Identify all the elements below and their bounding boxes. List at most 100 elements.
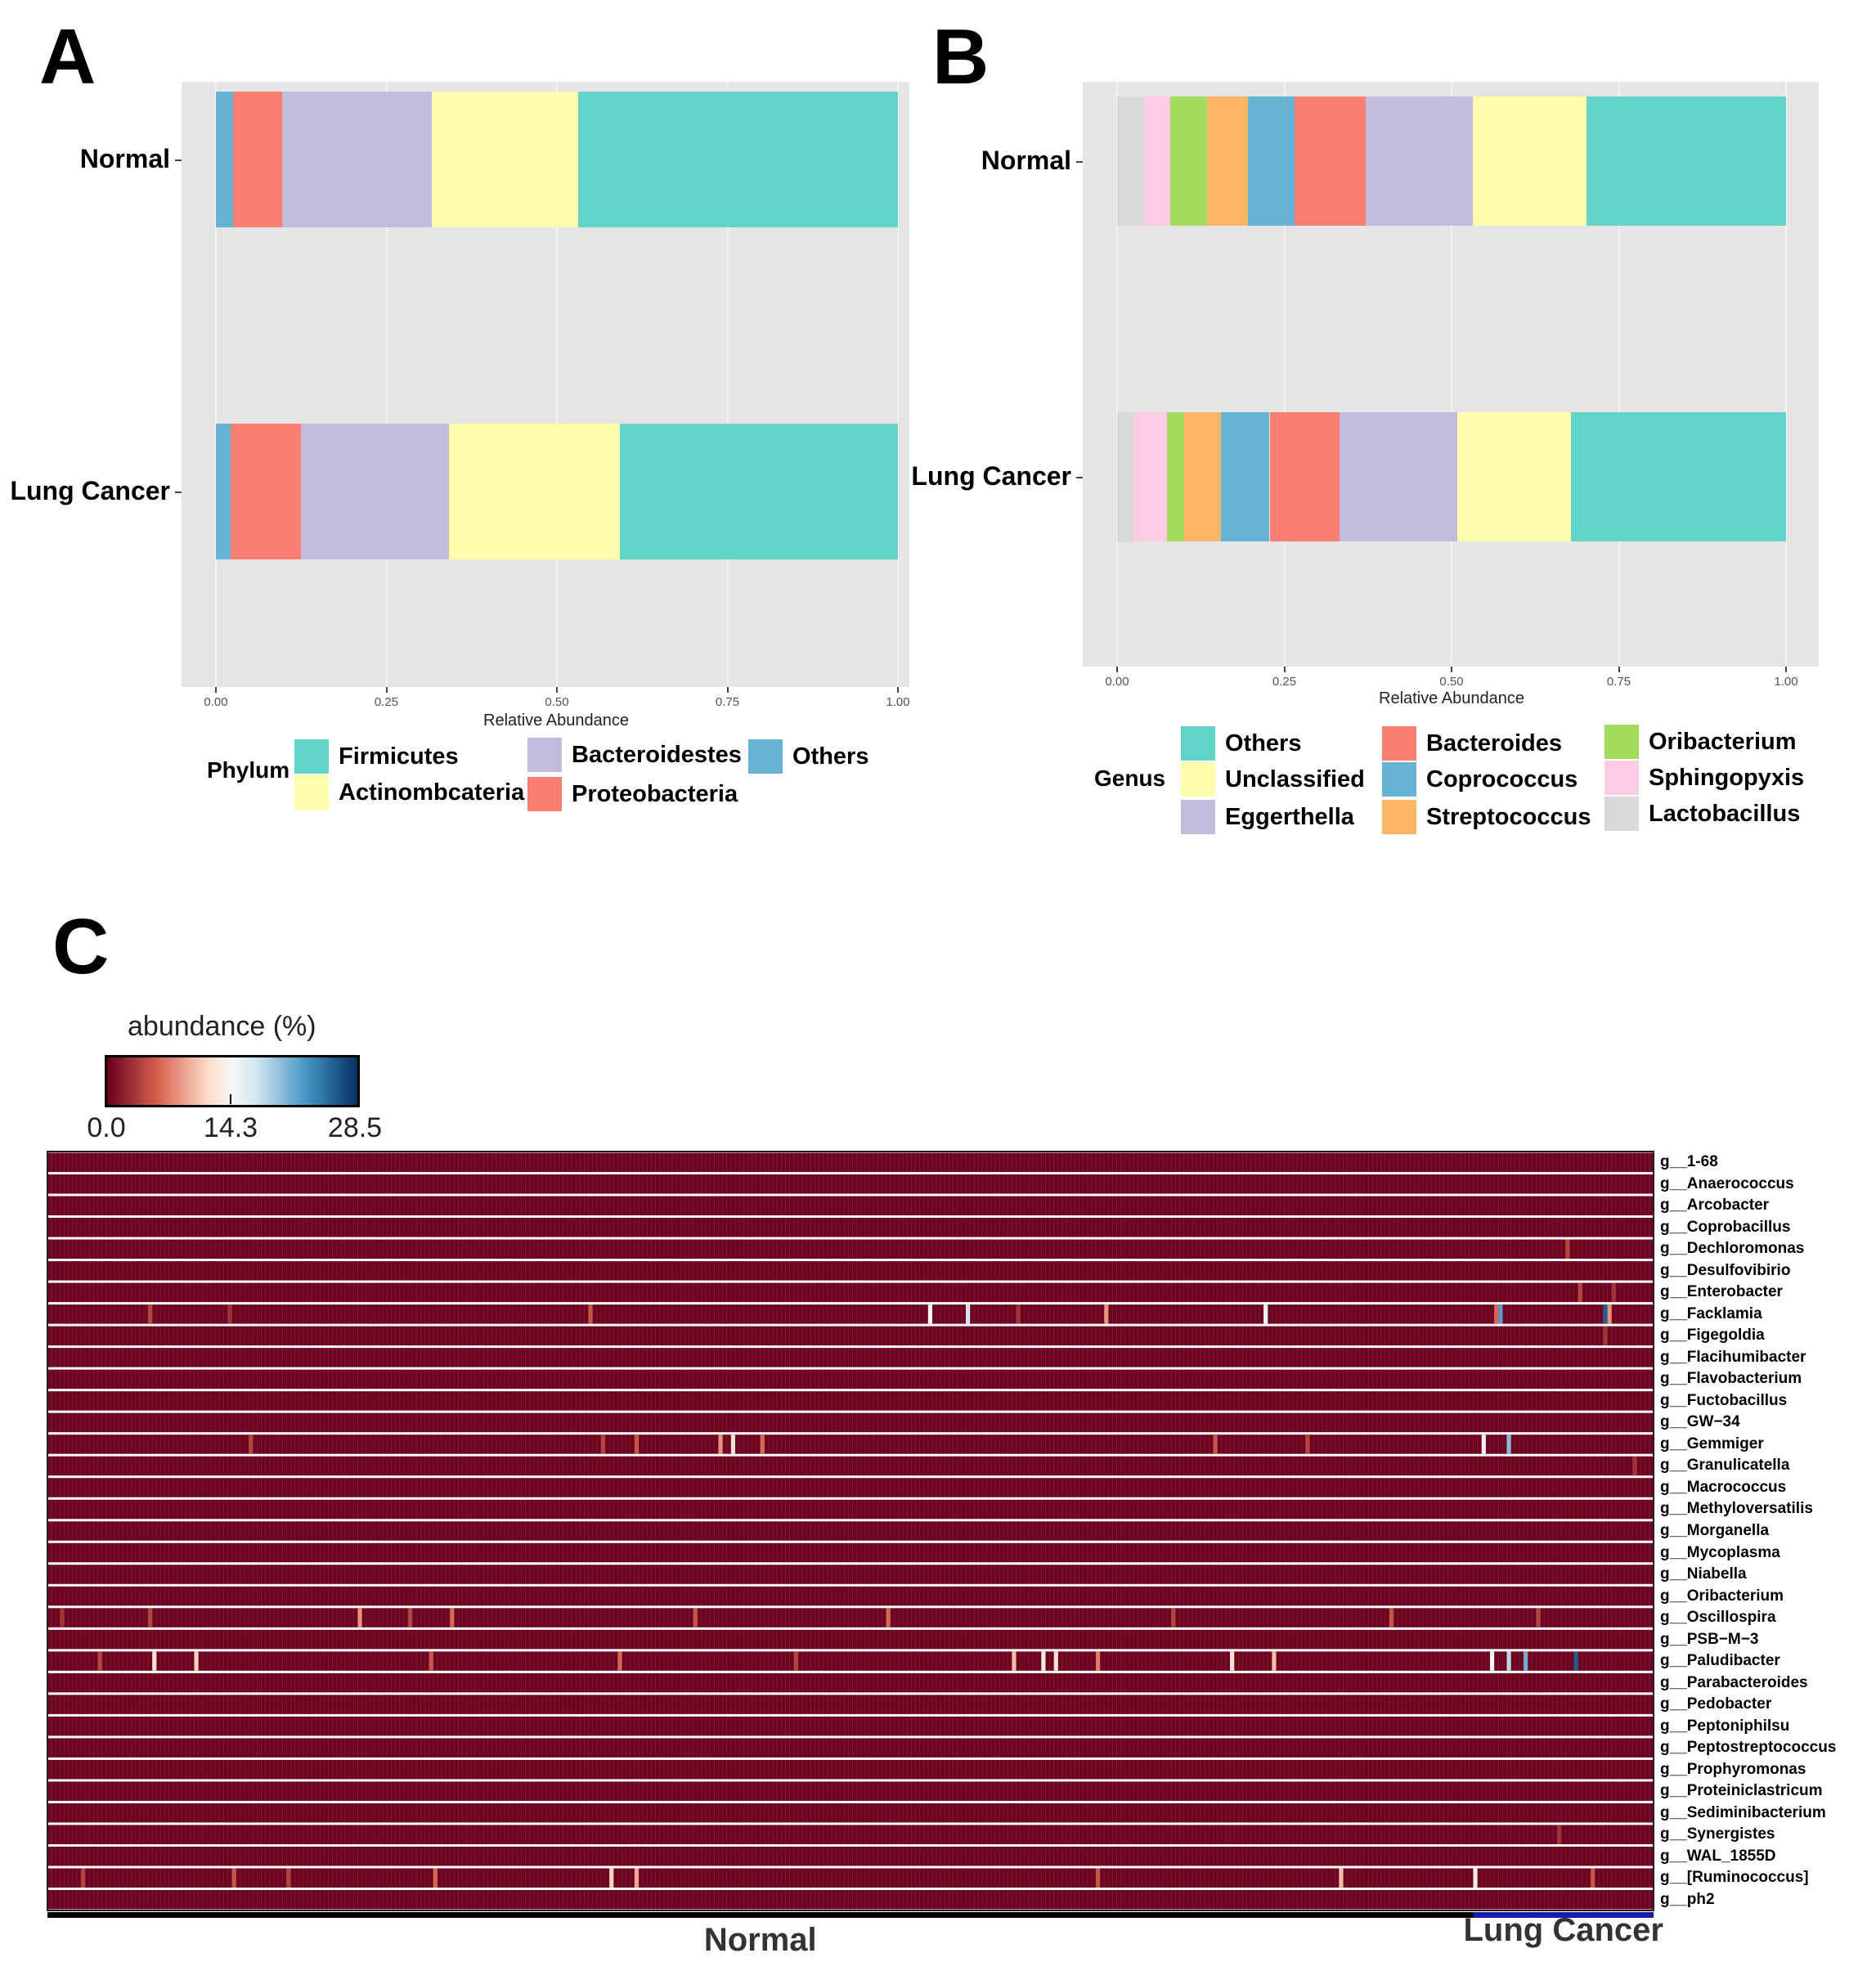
y-label-lung-cancer: Lung Cancer bbox=[911, 461, 1071, 491]
gridline bbox=[556, 82, 558, 687]
legend-key-others bbox=[1181, 726, 1215, 761]
heatmap-row-g-fuctobacillus bbox=[47, 1391, 1654, 1411]
heatmap-cell bbox=[1632, 1456, 1637, 1476]
legend-key-oribacterium bbox=[1604, 725, 1639, 759]
gridline bbox=[215, 82, 217, 687]
heatmap-row-g-prophyromonas bbox=[47, 1759, 1654, 1780]
legend-label-bacteroidestes: Bacteroidestes bbox=[572, 741, 742, 768]
bar-lung-cancer-others bbox=[216, 424, 231, 559]
bar-normal-lactobacillus bbox=[1117, 97, 1144, 226]
bar-normal-oribacterium bbox=[1170, 97, 1208, 226]
heatmap-row-g-figegoldia bbox=[47, 1326, 1654, 1346]
heatmap-cell bbox=[1591, 1868, 1595, 1888]
row-label-g-dechloromonas: g__Dechloromonas bbox=[1660, 1240, 1805, 1258]
heatmap-row-g-peptoniphilsu bbox=[47, 1716, 1654, 1736]
legend-item-oribacterium: Oribacterium bbox=[1604, 725, 1797, 759]
heatmap-cell bbox=[1263, 1304, 1268, 1324]
legend-item-others: Others bbox=[1181, 726, 1301, 761]
heatmap-cell bbox=[927, 1304, 932, 1324]
heatmap-cell bbox=[1573, 1651, 1578, 1671]
row-label-g-oscillospira: g__Oscillospira bbox=[1660, 1609, 1776, 1627]
x-tick-label: 0.75 bbox=[1606, 675, 1631, 689]
heatmap-cell bbox=[1053, 1651, 1058, 1671]
row-label-g-arcobacter: g__Arcobacter bbox=[1660, 1197, 1770, 1214]
heatmap-cell bbox=[1041, 1651, 1046, 1671]
heatmap-cell bbox=[81, 1868, 86, 1888]
heatmap-cell bbox=[231, 1868, 236, 1888]
row-label-g-1-68: g__1-68 bbox=[1660, 1153, 1718, 1171]
heatmap-row-g-coprobacillus bbox=[47, 1218, 1654, 1237]
row-label-g-proteiniclastricum: g__Proteiniclastricum bbox=[1660, 1782, 1823, 1800]
bar-normal-sphingopyxis bbox=[1143, 97, 1171, 226]
row-label-g-niabella: g__Niabella bbox=[1660, 1565, 1747, 1583]
heatmap-cell bbox=[97, 1651, 102, 1671]
gridline bbox=[1618, 82, 1620, 667]
legend-label-actinombcateria: Actinombcateria bbox=[339, 779, 525, 806]
heatmap-row-g-ph2 bbox=[47, 1889, 1654, 1910]
heatmap-cell bbox=[148, 1304, 153, 1324]
heatmap-cell bbox=[588, 1304, 593, 1324]
heatmap-cell bbox=[429, 1651, 433, 1671]
heatmap-cell bbox=[966, 1304, 971, 1324]
sample-column-separators bbox=[51, 1152, 1650, 1910]
legend-key-lactobacillus bbox=[1604, 797, 1639, 831]
heatmap-row-g-anaerococcus bbox=[47, 1174, 1654, 1194]
legend-item-proteobacteria: Proteobacteria bbox=[527, 777, 738, 811]
heatmap-cell bbox=[634, 1868, 640, 1888]
legend-key-bacteroidestes bbox=[527, 738, 562, 772]
bar-lung-cancer-firmicutes bbox=[619, 424, 898, 559]
legend-label-bacteroides: Bacteroides bbox=[1426, 730, 1563, 757]
legend-label-proteobacteria: Proteobacteria bbox=[572, 780, 738, 807]
heatmap-row-g-facklamia bbox=[47, 1304, 1654, 1324]
heatmap-row-g-desulfovibirio bbox=[47, 1261, 1654, 1281]
x-tick-mark bbox=[385, 687, 388, 693]
heatmap-row-g-arcobacter bbox=[47, 1196, 1654, 1216]
heatmap-cell bbox=[1481, 1434, 1486, 1454]
heatmap-cell bbox=[1603, 1326, 1608, 1346]
genus-x-axis-title: Relative Abundance bbox=[1379, 689, 1524, 707]
x-tick-label: 0.00 bbox=[1105, 675, 1129, 689]
heatmap-row-g-methyloversatilis bbox=[47, 1499, 1654, 1520]
legend-key-sphingopyxis bbox=[1604, 761, 1639, 795]
x-tick-label: 0.00 bbox=[204, 695, 228, 709]
heatmap-row-g-1-68 bbox=[47, 1152, 1654, 1173]
gridline bbox=[897, 82, 899, 687]
x-tick-label: 1.00 bbox=[1774, 675, 1798, 689]
row-label-g-flacihumibacter: g__Flacihumibacter bbox=[1660, 1348, 1806, 1366]
group-bar-lung-cancer bbox=[1473, 1912, 1654, 1918]
heatmap-row-g-proteiniclastricum bbox=[47, 1781, 1654, 1801]
panel-label-c: C bbox=[52, 903, 110, 990]
gridline bbox=[1283, 82, 1286, 667]
heatmap-cell bbox=[1213, 1434, 1218, 1454]
row-label-g-psb-m-3: g__PSB−M−3 bbox=[1660, 1630, 1759, 1648]
heatmap-cell bbox=[634, 1434, 640, 1454]
heatmap-row-g-dechloromonas bbox=[47, 1239, 1654, 1259]
heatmap-row-g-granulicatella bbox=[47, 1456, 1654, 1476]
row-label-g-sediminibacterium: g__Sediminibacterium bbox=[1660, 1803, 1826, 1821]
legend-label-sphingopyxis: Sphingopyxis bbox=[1649, 764, 1805, 791]
x-tick-mark bbox=[1451, 667, 1452, 672]
legend-item-streptococcus: Streptococcus bbox=[1382, 800, 1591, 834]
y-tick bbox=[1076, 477, 1083, 478]
heatmap-cell bbox=[760, 1434, 765, 1454]
heatmap-cell bbox=[718, 1434, 723, 1454]
row-label-g-flavobacterium: g__Flavobacterium bbox=[1660, 1370, 1802, 1388]
bar-normal-actinombcateria bbox=[432, 92, 578, 227]
row-label-g-parabacteroides: g__Parabacteroides bbox=[1660, 1673, 1808, 1691]
heatmap-cell bbox=[1536, 1608, 1541, 1628]
heatmap-row-g-oribacterium bbox=[47, 1586, 1654, 1606]
x-tick-label: 0.50 bbox=[1439, 675, 1464, 689]
heatmap-cell bbox=[1389, 1608, 1394, 1628]
bar-lung-cancer-bacteroides bbox=[1269, 412, 1340, 541]
heatmap-cell bbox=[1607, 1304, 1612, 1324]
heatmap-cell bbox=[1473, 1868, 1478, 1888]
y-tick bbox=[1076, 161, 1083, 163]
heatmap-row-g-flacihumibacter bbox=[47, 1348, 1654, 1367]
phylum-legend-title: Phylum bbox=[207, 757, 290, 783]
y-tick bbox=[175, 159, 182, 161]
bar-lung-cancer-proteobacteria bbox=[231, 424, 302, 559]
x-tick-label: 0.75 bbox=[715, 695, 740, 709]
legend-item-unclassified: Unclassified bbox=[1181, 762, 1365, 797]
heatmap-cell bbox=[148, 1608, 153, 1628]
bar-normal-streptococcus bbox=[1207, 97, 1248, 226]
